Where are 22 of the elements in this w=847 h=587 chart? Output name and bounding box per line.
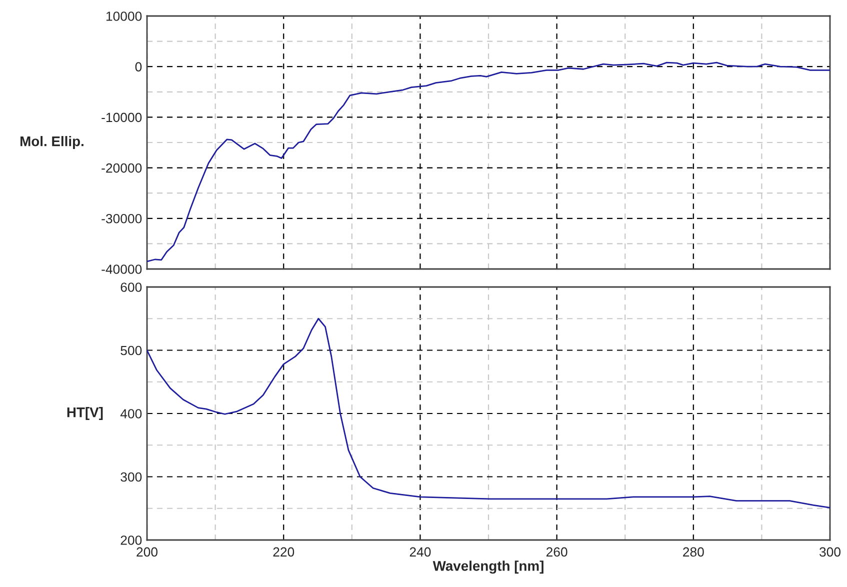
y-tick-label: 200 (120, 536, 142, 545)
line-series (147, 62, 830, 262)
x-tick-label: 200 (136, 547, 158, 557)
y-tick-label: -40000 (102, 264, 142, 274)
y-tick-label: 0 (135, 62, 142, 72)
y-tick-label: 500 (120, 346, 142, 356)
y-tick-label: 400 (120, 409, 142, 418)
y-tick-label: 10000 (106, 12, 142, 21)
y-tick-label: -30000 (102, 214, 142, 224)
y-tick-label: -10000 (102, 112, 142, 122)
x-tick-label: 260 (546, 547, 568, 557)
x-tick-label: 280 (683, 547, 704, 557)
x-axis-title: Wavelength [nm] (432, 560, 544, 574)
y-axis-title: HT[V] (67, 407, 103, 420)
line-series (147, 318, 830, 508)
y-tick-label: 300 (120, 472, 142, 482)
x-tick-label: 300 (819, 547, 840, 557)
x-tick-label: 240 (410, 547, 431, 557)
y-axis-title: Mol. Ellip. (20, 136, 84, 149)
x-tick-label: 220 (273, 547, 294, 557)
y-tick-label: -20000 (102, 163, 142, 173)
y-tick-label: 600 (120, 282, 142, 292)
